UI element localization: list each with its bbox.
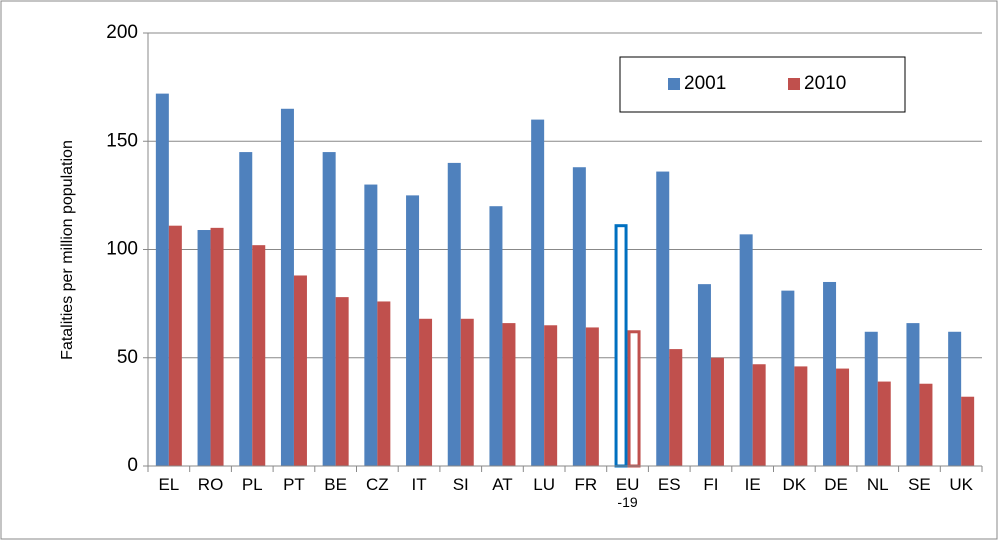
bar	[823, 281, 837, 466]
bar	[531, 119, 545, 466]
bar	[752, 364, 766, 466]
legend-label: 2001	[684, 73, 726, 94]
bar	[460, 318, 474, 466]
bar	[794, 366, 808, 466]
legend-label: 2010	[804, 73, 846, 94]
bar	[961, 396, 975, 466]
bar	[447, 162, 461, 466]
bar	[489, 206, 503, 466]
y-tick-label: 200	[106, 22, 138, 43]
bar	[948, 331, 962, 466]
x-tick-label: FI	[703, 475, 718, 494]
x-tick-label: UK	[949, 475, 973, 494]
x-tick-label: ES	[658, 475, 681, 494]
bar	[406, 195, 420, 466]
bar	[739, 234, 753, 466]
bar	[155, 93, 169, 467]
bar	[252, 245, 266, 466]
bar	[239, 152, 253, 466]
bar	[280, 108, 294, 467]
x-tick-label: SE	[908, 475, 931, 494]
x-tick-label: RO	[198, 475, 224, 494]
bar	[669, 349, 683, 466]
bar	[293, 275, 307, 466]
bar	[364, 184, 378, 467]
bar	[197, 230, 211, 466]
x-tick-label: IE	[745, 475, 761, 494]
bar	[572, 167, 586, 467]
x-tick-label: IT	[411, 475, 426, 494]
bar	[168, 225, 182, 466]
bar	[710, 357, 724, 466]
x-tick-label: CZ	[366, 475, 389, 494]
bar	[656, 171, 670, 466]
bar	[697, 284, 711, 466]
bar	[502, 323, 516, 466]
x-tick-label: SI	[453, 475, 469, 494]
x-tick-label: NL	[867, 475, 889, 494]
bar	[781, 290, 795, 466]
bar	[377, 301, 391, 466]
y-axis-label: Fatalities per million population	[59, 140, 76, 360]
bar	[322, 152, 336, 466]
bar	[335, 297, 349, 466]
bar	[614, 224, 628, 468]
bar	[210, 227, 224, 466]
x-tick-label: EU -19	[616, 475, 640, 509]
x-tick-label: DK	[783, 475, 807, 494]
y-tick-label: 0	[127, 455, 138, 476]
legend-box	[619, 56, 906, 113]
bar	[544, 325, 558, 466]
x-tick-label: DE	[824, 475, 848, 494]
x-tick-label: PT	[283, 475, 305, 494]
x-tick-label: BE	[324, 475, 347, 494]
bar	[585, 327, 599, 466]
bar	[627, 330, 641, 468]
x-tick-label: PL	[242, 475, 263, 494]
bar	[919, 383, 933, 466]
legend-swatch	[668, 78, 680, 90]
legend-swatch	[788, 78, 800, 90]
x-tick-label: AT	[492, 475, 512, 494]
x-tick-label: FR	[575, 475, 598, 494]
bar	[836, 368, 850, 466]
x-tick-label: EL	[158, 475, 179, 494]
y-tick-label: 50	[117, 347, 138, 368]
y-tick-label: 150	[106, 130, 138, 151]
bar	[877, 381, 891, 466]
bar	[906, 323, 920, 466]
bar	[864, 331, 878, 466]
y-tick-label: 100	[106, 239, 138, 260]
x-tick-label: LU	[533, 475, 555, 494]
bar	[419, 318, 433, 466]
